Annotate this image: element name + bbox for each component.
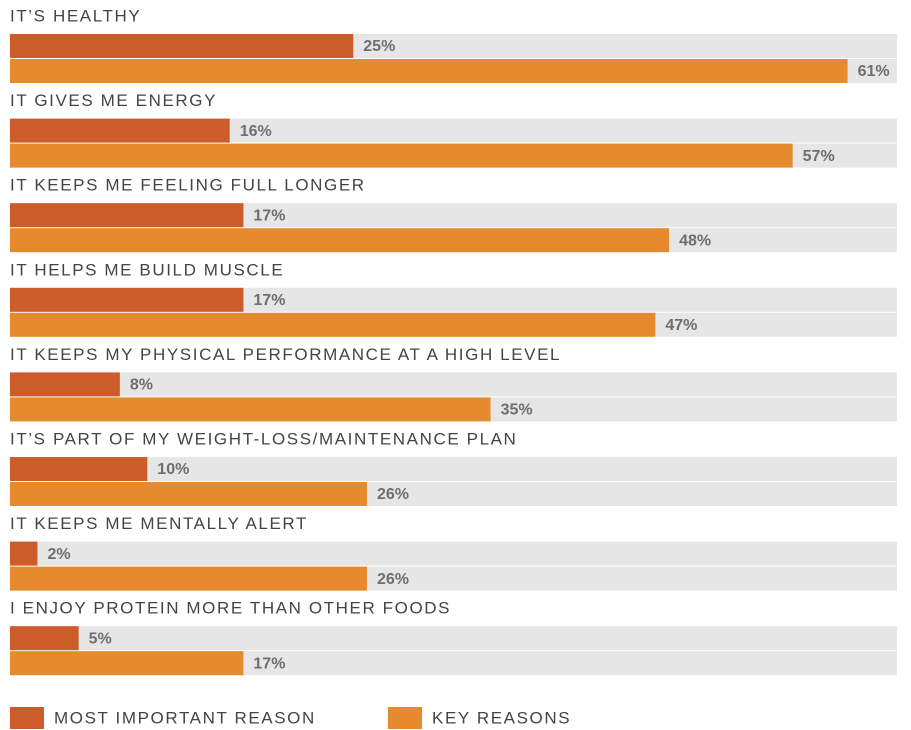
- value-label: 17%: [253, 292, 285, 309]
- value-label: 16%: [240, 123, 272, 140]
- bar-track: [10, 626, 897, 651]
- value-label: 57%: [803, 148, 835, 165]
- value-label: 26%: [377, 486, 409, 503]
- value-label: 35%: [501, 402, 533, 419]
- value-label: 25%: [363, 38, 395, 55]
- value-label: 17%: [253, 207, 285, 224]
- bar: [10, 566, 367, 591]
- legend-label: MOST IMPORTANT REASON: [54, 708, 316, 727]
- bar: [10, 287, 244, 312]
- legend-swatch: [388, 707, 422, 729]
- value-label: 8%: [130, 377, 153, 394]
- legend-label: KEY REASONS: [432, 708, 571, 727]
- category-label: I ENJOY PROTEIN MORE THAN OTHER FOODS: [10, 599, 451, 618]
- value-label: 61%: [858, 63, 890, 80]
- bar: [10, 482, 367, 506]
- bar: [10, 118, 230, 143]
- legend-swatch: [10, 707, 44, 729]
- bar-track: [10, 372, 897, 397]
- value-label: 2%: [47, 546, 70, 563]
- value-label: 26%: [377, 571, 409, 588]
- value-label: 17%: [253, 655, 285, 672]
- bar: [10, 34, 354, 58]
- bar: [10, 541, 38, 566]
- category-label: IT GIVES ME ENERGY: [10, 91, 217, 110]
- bar: [10, 143, 793, 168]
- bar: [10, 457, 148, 481]
- value-label: 48%: [679, 232, 711, 249]
- bar: [10, 312, 656, 337]
- category-label: IT HELPS ME BUILD MUSCLE: [10, 260, 284, 279]
- value-label: 5%: [89, 630, 112, 647]
- bar: [10, 203, 244, 228]
- bar-track: [10, 457, 897, 481]
- bar: [10, 651, 244, 676]
- bar: [10, 59, 848, 83]
- bar-track: [10, 541, 897, 566]
- value-label: 47%: [665, 317, 697, 334]
- bar: [10, 372, 120, 397]
- category-label: IT KEEPS ME FEELING FULL LONGER: [10, 176, 366, 195]
- category-label: IT’S HEALTHY: [10, 6, 141, 25]
- category-label: IT KEEPS ME MENTALLY ALERT: [10, 514, 308, 533]
- category-label: IT KEEPS MY PHYSICAL PERFORMANCE AT A HI…: [10, 345, 561, 364]
- bar: [10, 397, 491, 422]
- category-label: IT’S PART OF MY WEIGHT-LOSS/MAINTENANCE …: [10, 429, 517, 448]
- bar: [10, 626, 79, 651]
- bar: [10, 228, 670, 253]
- value-label: 10%: [157, 461, 189, 478]
